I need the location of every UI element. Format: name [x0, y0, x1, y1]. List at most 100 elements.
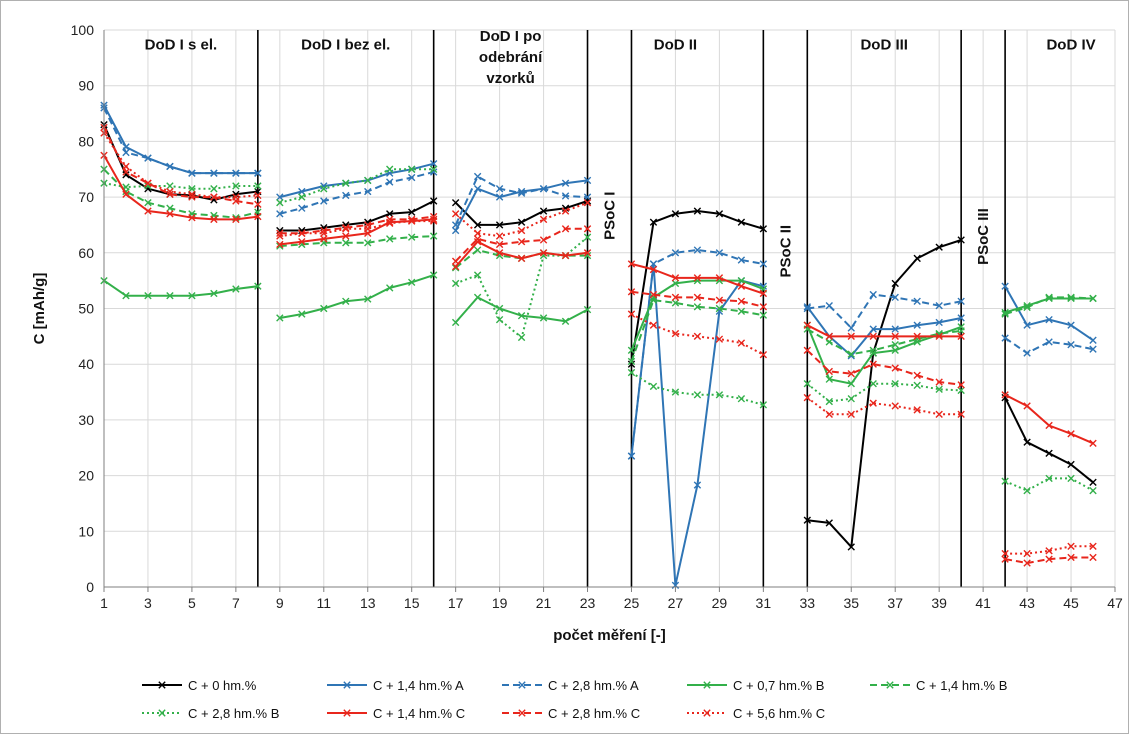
data-point: [298, 187, 306, 196]
data-point: [583, 305, 592, 314]
data-point: [703, 709, 711, 717]
data-point: [671, 293, 680, 302]
data-point: [693, 481, 702, 489]
legend-entry: C + 0,7 hm.% B: [687, 678, 824, 693]
x-tick-label: 31: [756, 595, 772, 611]
data-point: [869, 360, 877, 368]
data-point: [671, 329, 680, 338]
legend-entry: C + 2,8 hm.% A: [502, 678, 639, 693]
data-point: [495, 240, 504, 249]
data-point: [122, 190, 130, 199]
data-point: [386, 235, 394, 243]
data-point: [715, 210, 724, 218]
data-point: [583, 225, 592, 233]
data-point: [957, 386, 965, 395]
data-point: [759, 225, 768, 233]
data-point: [343, 709, 351, 717]
data-point: [495, 185, 504, 193]
data-point: [451, 210, 460, 218]
data-point: [1023, 302, 1031, 310]
data-point: [210, 289, 218, 298]
data-point: [166, 182, 174, 190]
data-point: [1045, 315, 1053, 324]
data-point: [825, 519, 833, 527]
series-line: [279, 274, 435, 319]
data-point: [627, 368, 636, 377]
data-point: [539, 249, 548, 257]
data-point: [188, 169, 196, 177]
x-tick-label: 17: [448, 595, 464, 611]
data-point: [649, 265, 658, 274]
data-point: [561, 204, 570, 212]
legend-label: C + 2,8 hm.% B: [188, 706, 279, 721]
data-point: [1045, 449, 1053, 458]
data-point: [408, 173, 416, 182]
series-line: [279, 171, 434, 215]
data-point: [627, 260, 636, 268]
y-tick-label: 10: [78, 523, 94, 539]
segment-label: DoD I po odebrání vzorků: [479, 28, 543, 87]
data-point: [957, 327, 965, 335]
data-point: [935, 385, 943, 393]
series-group: [100, 104, 1097, 460]
data-point: [913, 332, 921, 341]
series-line: [103, 154, 258, 221]
data-point: [122, 148, 130, 157]
data-point: [1089, 345, 1097, 353]
legend-entry: C + 5,6 hm.% C: [687, 706, 825, 721]
data-point: [583, 176, 592, 185]
data-point: [1089, 336, 1097, 344]
y-tick-label: 100: [71, 22, 95, 38]
data-point: [144, 291, 152, 300]
data-point: [517, 237, 526, 246]
data-point: [166, 210, 174, 218]
psoc-label: PSoC I: [602, 192, 619, 240]
series-group: [100, 151, 1097, 447]
data-point: [408, 208, 416, 216]
data-point: [276, 193, 284, 201]
data-point: [495, 221, 504, 229]
data-point: [847, 350, 855, 358]
y-tick-label: 0: [86, 579, 94, 595]
data-point: [429, 271, 438, 279]
segment-label-line: DoD IV: [1046, 36, 1095, 53]
data-point: [473, 185, 482, 193]
data-point: [825, 302, 833, 310]
data-point: [276, 232, 284, 240]
data-point: [451, 279, 460, 288]
data-point: [473, 221, 482, 229]
data-point: [913, 297, 921, 305]
data-point: [364, 239, 372, 247]
data-point: [847, 380, 855, 388]
data-point: [1001, 308, 1009, 317]
data-point: [715, 391, 724, 399]
segment-label-line: DoD II: [654, 36, 697, 53]
data-point: [825, 367, 833, 376]
data-point: [144, 179, 152, 187]
segment-separators: [257, 30, 1006, 587]
data-point: [342, 191, 350, 200]
data-point: [583, 249, 592, 257]
data-point: [886, 681, 894, 689]
data-point: [803, 346, 811, 354]
data-point: [210, 193, 218, 201]
data-point: [386, 284, 394, 292]
data-point: [386, 210, 394, 218]
data-point: [298, 229, 306, 237]
data-point: [364, 187, 372, 196]
data-point: [891, 293, 899, 302]
data-point: [935, 302, 943, 310]
data-point: [957, 236, 965, 244]
data-point: [1001, 334, 1009, 342]
data-point: [342, 232, 350, 240]
x-tick-label: 1: [100, 595, 108, 611]
data-point: [825, 375, 833, 383]
data-point: [671, 279, 680, 288]
data-point: [913, 381, 921, 390]
data-point: [869, 399, 877, 407]
data-point: [957, 314, 965, 322]
data-point: [539, 236, 548, 244]
legend-label: C + 0,7 hm.% B: [733, 678, 824, 693]
data-point: [408, 217, 416, 225]
